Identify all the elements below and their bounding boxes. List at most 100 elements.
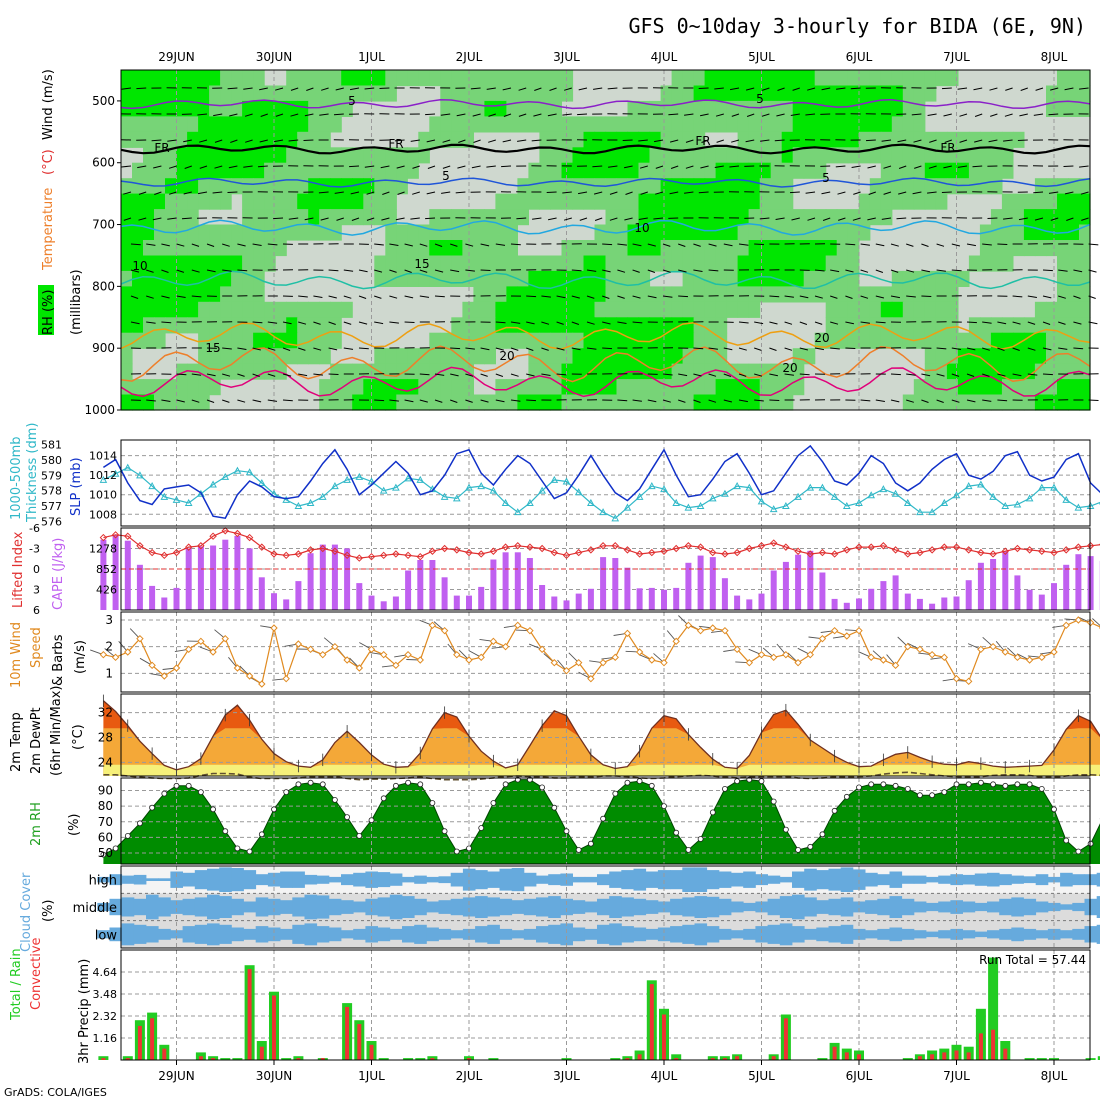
- rh-cell: [572, 178, 585, 195]
- cloud-cover-bar: [121, 923, 135, 946]
- wind-barb: [237, 269, 248, 272]
- wind-barb: [951, 269, 962, 272]
- rh-cell: [341, 193, 353, 210]
- lifted-index-point: [282, 551, 290, 560]
- precip-convective-bar: [211, 1058, 216, 1060]
- rh-cell: [330, 193, 342, 210]
- cloud-cover-bar: [426, 927, 439, 942]
- wind-tick-label: 2: [105, 640, 113, 654]
- wind-barb: [957, 87, 968, 90]
- wind-speed-point: [733, 645, 741, 654]
- rh-cell: [121, 301, 133, 318]
- temperature-contour: [120, 177, 1091, 188]
- wind-barb: [333, 113, 344, 116]
- rh-cell: [528, 116, 540, 133]
- thickness-axis-label: 1000-500mb: [9, 436, 24, 520]
- wind-speed-point: [977, 645, 985, 654]
- cloud-cover-bar: [462, 928, 476, 940]
- rh-cell: [242, 270, 254, 287]
- cloud-cover-bar: [950, 874, 963, 886]
- wind-barb: [1080, 191, 1089, 195]
- cloud-cover-bar: [365, 926, 378, 943]
- rh-cell: [770, 209, 783, 226]
- cape-bar: [417, 560, 424, 610]
- rh-cell: [781, 162, 794, 179]
- rh-cell: [253, 301, 265, 318]
- wind-barb: [830, 295, 838, 299]
- cape-bar: [100, 539, 107, 610]
- rh-cell: [198, 224, 210, 241]
- rh-cell: [638, 178, 651, 195]
- wind-barb: [769, 347, 777, 351]
- rh-cell: [528, 348, 540, 365]
- rh-cell: [385, 379, 397, 396]
- rh-cell: [341, 301, 353, 318]
- wind-barb: [982, 399, 992, 402]
- rh-cell: [770, 224, 783, 241]
- rh-cell: [1068, 332, 1080, 349]
- wind-barb: [860, 269, 869, 273]
- rh-cell: [550, 193, 562, 210]
- rh-cell: [594, 162, 607, 179]
- wind-barb: [927, 113, 937, 116]
- wind-speed-point: [221, 634, 229, 643]
- cloud-row-label: high: [89, 874, 117, 889]
- rh-cell: [143, 255, 155, 272]
- wind-barb: [1050, 217, 1059, 221]
- rh-cell: [891, 317, 904, 334]
- wind-barb: [608, 165, 618, 168]
- contour-label: 20: [782, 361, 797, 375]
- rh-cell: [638, 317, 651, 334]
- wind-barb: [138, 191, 147, 195]
- rh-cell: [583, 240, 596, 257]
- rh-cell: [209, 379, 221, 396]
- wind-speed-point: [331, 642, 339, 651]
- rh-cell: [638, 240, 651, 257]
- rh-cell: [781, 394, 794, 411]
- wind-barb: [510, 399, 521, 402]
- wind-barb: [723, 347, 733, 351]
- wind-barb: [814, 295, 823, 299]
- cloud-axis-label: Cloud Cover: [19, 872, 34, 952]
- rh-cell: [902, 332, 915, 349]
- wind-barb: [267, 373, 276, 377]
- wind-barb: [738, 347, 747, 351]
- rh-cell: [220, 348, 232, 365]
- rh-cell: [1079, 332, 1091, 349]
- wind-barb: [364, 165, 375, 168]
- rh-cell: [517, 178, 529, 195]
- rh-cell: [242, 116, 254, 133]
- cloud-cover-bar: [913, 930, 927, 939]
- cape-bar: [587, 588, 594, 610]
- rh-point: [831, 807, 838, 814]
- rh-cell: [242, 301, 254, 318]
- slp-axis-label: SLP (mb): [69, 457, 84, 516]
- wind-barb: [700, 165, 709, 169]
- precip-total-bar: [817, 1058, 828, 1060]
- wind-barb: [1073, 269, 1083, 273]
- lifted-index-point: [843, 546, 851, 554]
- rh-cell: [616, 379, 629, 396]
- wind-barb: [571, 321, 580, 325]
- rh-cell: [330, 147, 342, 164]
- rh-cell: [748, 255, 761, 272]
- precip-total-bar: [671, 1054, 682, 1060]
- rh-cell: [583, 270, 596, 287]
- rh-cell: [583, 394, 596, 411]
- rh-cell: [550, 332, 562, 349]
- rh-cell: [649, 363, 662, 380]
- rh-cell: [319, 332, 331, 349]
- wind-barb: [632, 243, 642, 247]
- rh-cell: [330, 379, 342, 396]
- contour-label: 5: [442, 169, 450, 183]
- lifted-index-tick-label: 6: [33, 604, 40, 617]
- rh-cell: [715, 394, 728, 411]
- cape-bar: [1038, 594, 1045, 610]
- cape-bar: [990, 559, 997, 610]
- temp2m-axis-label: 2m Temp: [9, 712, 24, 772]
- wind-barb: [607, 87, 618, 90]
- rh-cell: [946, 317, 959, 334]
- rh-cell: [220, 270, 232, 287]
- rh-cell: [660, 224, 673, 241]
- rh-cell: [1057, 255, 1069, 272]
